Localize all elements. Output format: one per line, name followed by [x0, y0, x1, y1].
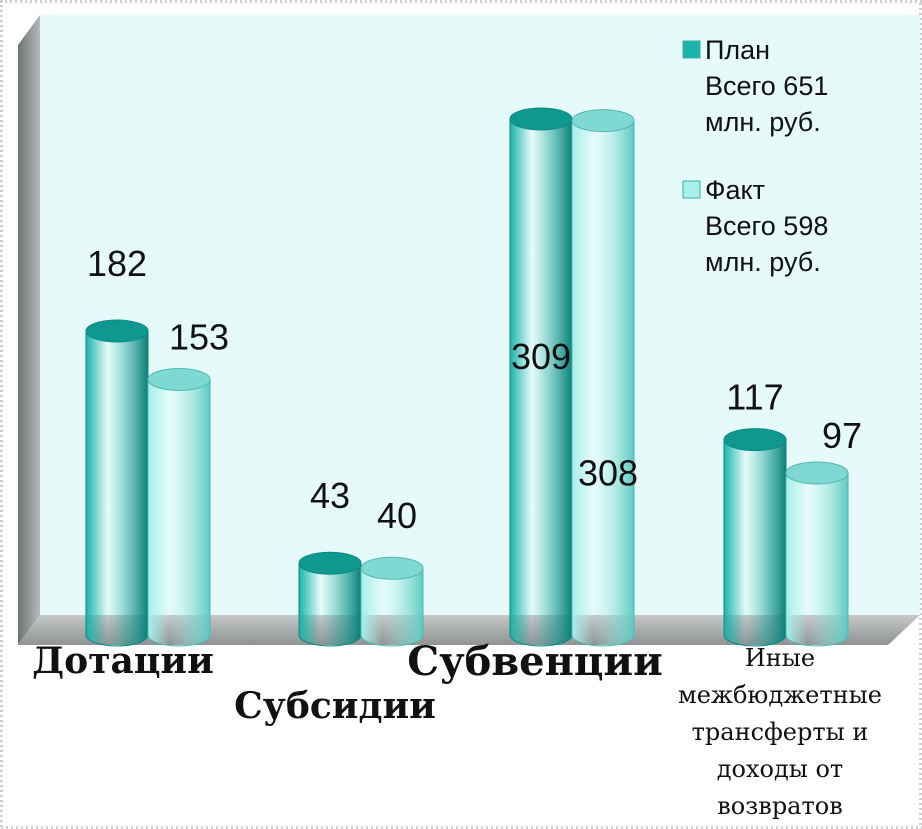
bar [571, 120, 635, 647]
bar-top [85, 319, 149, 343]
back-wall [40, 15, 920, 615]
side-wall [18, 15, 40, 645]
bar [360, 567, 424, 647]
legend-label: План Всего 651 млн. руб. [705, 35, 829, 137]
category-label: Дотации [32, 640, 214, 682]
legend-label: Факт Всего 598 млн. руб. [705, 175, 829, 277]
bar-top [147, 367, 211, 391]
bar-top [509, 107, 573, 131]
bar [785, 472, 849, 647]
category-label: Субсидии [234, 685, 436, 727]
category-label: Субвенции [407, 638, 663, 685]
value-label: 153 [169, 316, 229, 357]
value-label: 97 [822, 415, 862, 456]
bar [723, 439, 787, 647]
bar-top [571, 109, 635, 133]
bar [147, 378, 211, 647]
legend-swatch [682, 180, 701, 199]
bar [85, 330, 149, 647]
bar [509, 118, 573, 647]
value-label: 309 [511, 336, 571, 377]
bar-top [723, 428, 787, 452]
legend-swatch [682, 40, 701, 59]
value-label: 40 [377, 495, 417, 536]
category-label: Иные межбюджетные трансферты и доходы от… [678, 644, 882, 820]
value-label: 117 [726, 377, 783, 418]
value-label: 308 [578, 453, 638, 494]
floor [18, 615, 920, 645]
value-label: 43 [310, 475, 350, 516]
bar-top [785, 461, 849, 485]
bar-top [298, 551, 362, 575]
bar-top [360, 556, 424, 580]
bar [298, 562, 362, 647]
value-label: 182 [87, 243, 147, 284]
